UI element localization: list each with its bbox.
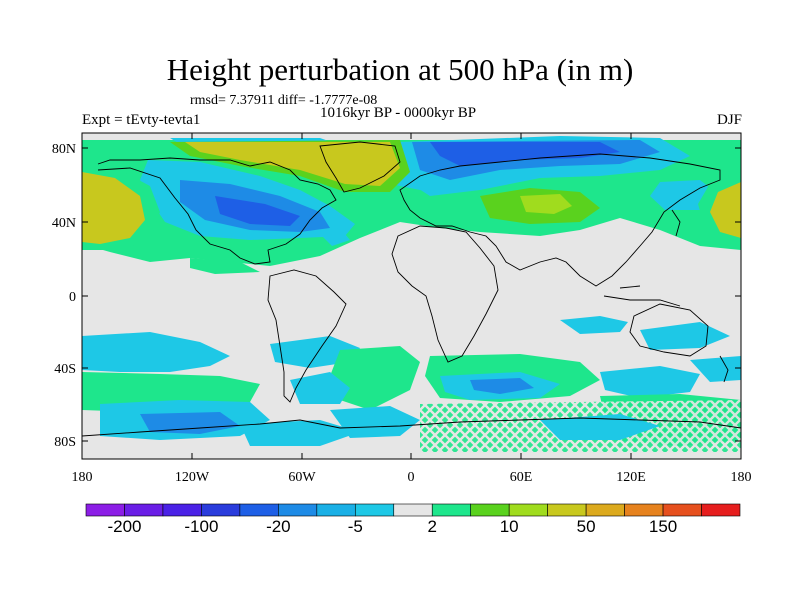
colorbar-tick-label: 150 [649, 517, 677, 536]
lat-label: 0 [69, 290, 76, 305]
field-cyan-atlantic [318, 228, 350, 246]
colorbar-swatch [316, 503, 356, 517]
field-yellow-greenland [185, 142, 400, 186]
coast-africa [391, 225, 499, 363]
colorbar-swatch [585, 503, 625, 517]
coast-indonesia [603, 285, 681, 307]
colorbar-labels: -200 -100 -20 -5 2 10 50 150 [107, 517, 677, 536]
colorbar-swatch [701, 503, 741, 517]
coast-antarctica [82, 417, 741, 437]
map-field [82, 133, 741, 459]
field-green-pacific-sub [190, 258, 260, 274]
coast-greenland [319, 141, 401, 193]
coast-south-america [267, 269, 347, 403]
lon-label: 60W [288, 470, 316, 485]
lat-label: 80N [52, 142, 76, 157]
colorbar-tick-label: 10 [500, 517, 519, 536]
field-blue-eurasia-core [430, 142, 620, 166]
colorbar-swatch [431, 503, 472, 517]
lat-label: 80S [54, 435, 76, 450]
colorbar-swatch [239, 503, 279, 517]
coast-australia [629, 303, 709, 357]
lon-label: 180 [731, 470, 752, 485]
field-blue-na-inner [215, 196, 300, 226]
lon-axis-labels: 180 120W 60W 0 60E 120E 180 [72, 470, 752, 485]
coast-japan [671, 209, 681, 237]
axis-ticks [81, 133, 742, 459]
colorbar-swatch [470, 503, 510, 517]
colorbar-swatch [547, 503, 587, 517]
coast-north-america [97, 157, 337, 265]
field-cyan-indian [560, 316, 628, 334]
colorbar-swatch [162, 503, 202, 517]
coastlines [82, 141, 741, 437]
colorbar-swatch [85, 503, 125, 517]
field-cyan-australia-south [600, 366, 700, 398]
colorbar-tick-label: 50 [577, 517, 596, 536]
field-yellow-pacific-west [82, 172, 145, 244]
colorbar-swatch [354, 503, 395, 517]
colorbar-swatch [124, 503, 164, 517]
field-cyan-antarctic-west [240, 420, 360, 446]
lat-axis-labels: 80N 40N 0 40S 80S [52, 142, 76, 450]
colorbar-tick-label: -5 [348, 517, 363, 536]
field-yellow-asia [520, 194, 572, 214]
lon-label: 0 [408, 470, 415, 485]
lon-label: 120E [616, 470, 646, 485]
field-blue-indian-core [470, 378, 534, 394]
season-label: DJF [716, 112, 742, 128]
colorbar-swatch [278, 503, 318, 517]
period-label: 1016kyr BP - 0000kyr BP [320, 105, 477, 121]
colorbar-swatch [624, 503, 664, 517]
field-green-south-atlantic [330, 346, 420, 410]
stats-label: rmsd= 7.37911 diff= -1.7777e-08 [190, 93, 378, 108]
lat-label: 40N [52, 216, 76, 231]
lon-label: 180 [72, 470, 93, 485]
field-cyan-drake [290, 372, 350, 404]
field-blue-south-pacific-core [140, 412, 240, 434]
lat-label: 40S [54, 362, 76, 377]
field-yellow-pacific-east [710, 182, 741, 238]
field-cyan-antarctic-east [540, 414, 660, 440]
colorbar-swatch [508, 503, 548, 517]
colorbar-swatch [393, 503, 433, 517]
colorbar-tick-label: -20 [266, 517, 291, 536]
coast-europe-asia [399, 153, 721, 287]
colorbar-tick-label: -100 [184, 517, 218, 536]
coast-new-zealand [719, 355, 729, 383]
colorbar-tick-label: 2 [428, 517, 437, 536]
map-title: Height perturbation at 500 hPa (in m) [166, 52, 634, 87]
field-lightblue-southeast [690, 356, 741, 382]
colorbar-tick-label: -200 [107, 517, 141, 536]
lon-label: 120W [175, 470, 210, 485]
colorbar [85, 503, 741, 517]
field-cyan-south-pacific-west [82, 332, 230, 372]
colorbar-swatch [201, 503, 241, 517]
lon-label: 60E [510, 470, 533, 485]
colorbar-swatch [662, 503, 702, 517]
experiment-label: Expt = tEvty-tevta1 [82, 112, 201, 128]
